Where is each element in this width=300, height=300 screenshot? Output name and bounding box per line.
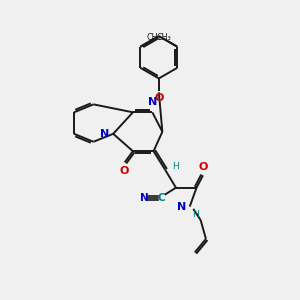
Text: N: N bbox=[140, 193, 149, 203]
Text: CH₃: CH₃ bbox=[146, 34, 161, 43]
Text: C: C bbox=[158, 193, 165, 203]
Text: O: O bbox=[120, 166, 129, 176]
Text: H: H bbox=[192, 210, 199, 219]
Text: N: N bbox=[177, 202, 186, 212]
Text: H: H bbox=[172, 162, 178, 171]
Text: CH₃: CH₃ bbox=[157, 34, 172, 43]
Text: N: N bbox=[148, 97, 157, 107]
Text: O: O bbox=[199, 162, 208, 172]
Text: O: O bbox=[154, 93, 164, 103]
Text: N: N bbox=[100, 129, 109, 139]
